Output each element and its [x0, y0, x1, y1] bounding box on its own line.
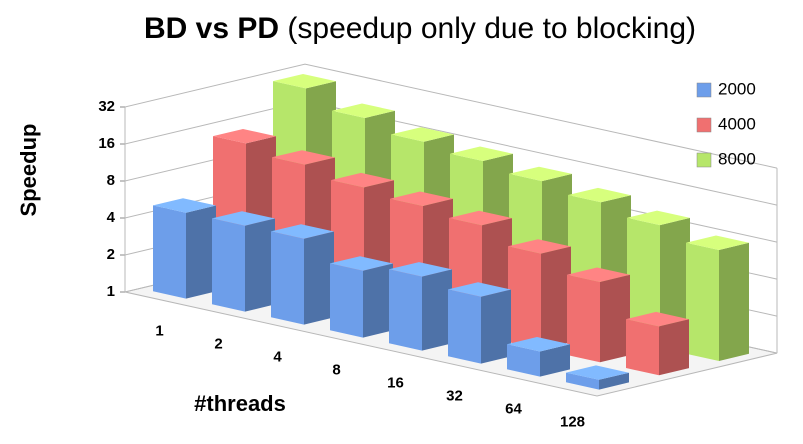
bar — [330, 256, 393, 338]
bar-side — [481, 289, 511, 364]
bar-front — [686, 242, 719, 361]
x-tick-label: 32 — [446, 387, 463, 404]
bar — [389, 262, 452, 351]
bar-top — [330, 256, 393, 271]
bar-top — [568, 187, 631, 203]
bar-side — [422, 269, 452, 351]
bar-top — [390, 191, 453, 206]
bar — [566, 365, 629, 390]
legend-swatch — [696, 152, 712, 168]
bar-side — [659, 319, 689, 376]
bar-top — [213, 129, 276, 144]
bar-top — [509, 166, 572, 182]
bar-top — [391, 127, 454, 142]
bar — [686, 235, 749, 361]
bar-top — [626, 311, 689, 327]
bar-top — [566, 365, 629, 380]
legend-swatch — [696, 82, 712, 98]
bar — [567, 267, 630, 363]
bar — [212, 211, 275, 312]
bar — [508, 239, 571, 350]
bar-top — [627, 210, 690, 226]
legend-label: 2000 — [718, 79, 756, 98]
bar-side — [540, 344, 570, 377]
bar-top — [389, 262, 452, 277]
title: BD vs PD — [144, 12, 279, 45]
bar-front — [271, 231, 304, 325]
bar-top — [332, 103, 395, 118]
bar-top — [448, 282, 511, 297]
bar-top — [507, 337, 570, 352]
x-tick-label: 8 — [332, 361, 340, 378]
bar-top — [212, 211, 275, 226]
legend-label: 8000 — [718, 149, 756, 168]
bar-front — [389, 269, 422, 351]
bar-top — [508, 239, 571, 254]
y-tick-label: 4 — [107, 209, 116, 226]
bar-side — [719, 242, 749, 361]
grid-line — [124, 63, 778, 169]
y-tick-label: 2 — [107, 246, 115, 263]
bar-front — [508, 246, 541, 350]
bar-side — [304, 231, 334, 325]
y-tick-label: 1 — [107, 283, 115, 300]
bar-top — [331, 172, 394, 188]
legend-label: 4000 — [718, 114, 756, 133]
bar-front — [507, 344, 540, 377]
bars — [153, 74, 749, 390]
x-tick-label: 128 — [560, 413, 585, 430]
y-tick-label: 8 — [107, 172, 115, 189]
bar — [626, 311, 689, 376]
x-tick-label: 4 — [273, 348, 282, 365]
bar-front — [330, 263, 363, 338]
x-tick-label: 2 — [214, 335, 222, 352]
bar-side — [541, 246, 571, 350]
legend-swatch — [696, 117, 712, 133]
bar-front — [626, 319, 659, 376]
bar-top — [567, 267, 630, 282]
x-tick-label: 64 — [505, 400, 522, 417]
bar-side — [600, 274, 630, 363]
bar — [153, 198, 216, 299]
subtitle: (speedup only due to blocking) — [287, 12, 696, 45]
y-tick-label: 32 — [98, 98, 115, 115]
bar — [271, 224, 334, 325]
bar-side — [186, 205, 216, 299]
bar-side — [599, 372, 629, 390]
bar-top — [271, 224, 334, 239]
bar-top — [272, 150, 335, 165]
bar-side — [363, 263, 393, 338]
bar-top — [273, 74, 336, 89]
bar-front — [153, 205, 186, 299]
x-tick-label: 16 — [387, 374, 404, 391]
bar — [448, 282, 511, 364]
bar-front — [567, 274, 600, 363]
bar-top — [686, 235, 749, 250]
bar-side — [245, 218, 275, 312]
bar-front — [448, 289, 481, 364]
x-tick-label: 1 — [155, 322, 163, 339]
bar-top — [450, 146, 513, 161]
bar-top — [153, 198, 216, 213]
bar-top — [449, 210, 512, 226]
chart-title: BD vs PD (speedup only due to blocking) — [144, 12, 696, 45]
y-axis-label: Speedup — [16, 124, 41, 217]
bar-front — [566, 372, 599, 390]
bar — [507, 337, 570, 377]
bar-front — [212, 218, 245, 312]
y-tick-label: 16 — [98, 135, 115, 152]
x-axis-label: #threads — [194, 391, 286, 416]
legend: 2000 4000 8000 — [696, 79, 756, 168]
